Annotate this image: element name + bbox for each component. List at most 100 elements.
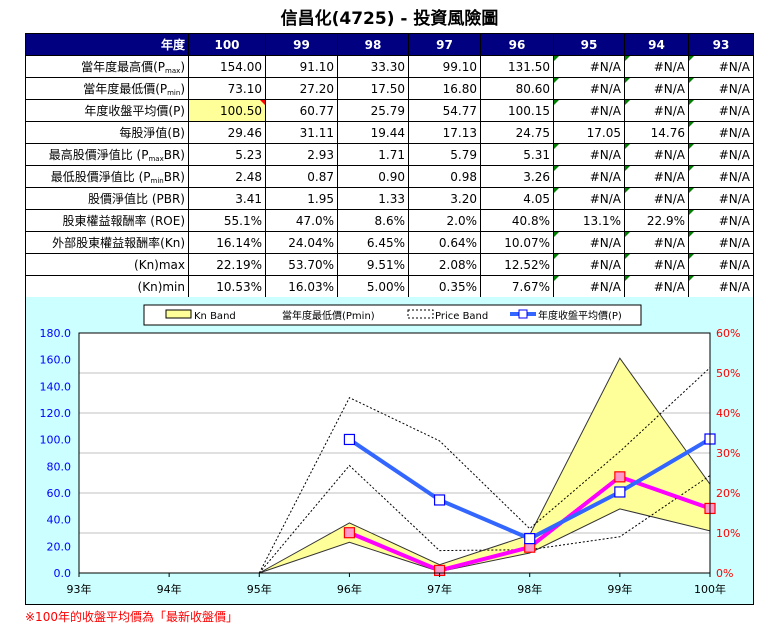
row-label-text: (Kn)min [137, 279, 185, 294]
footnote: ※100年的收盤平均價為「最新收盤價」 [25, 610, 238, 624]
data-point-p [433, 494, 446, 506]
table-cell: 154.00 [188, 55, 266, 78]
table-row: 股價淨值比 (PBR) 3.41 1.95 1.33 3.20 4.05 #N/A #N/A #… [25, 187, 754, 210]
row-label-text: (Kn)max [134, 257, 185, 272]
table-row: 最高股價淨值比 (PmaxBR) 5.23 2.93 1.71 5.79 5.31 #N/A… [25, 143, 754, 166]
table-cell: 25.79 [337, 99, 409, 122]
left-tick-label: 140.0 [40, 380, 72, 393]
table-cell: 17.13 [408, 121, 481, 144]
table-cell: 16.14% [188, 231, 266, 254]
legend-box [143, 304, 642, 326]
table-cell: 33.30 [337, 55, 409, 78]
table-row: (Kn)max 22.19% 53.70% 9.51% 2.08% 12.52% #N/A #… [25, 253, 754, 276]
right-tick-label: 40% [716, 407, 740, 420]
row-label: 年度收盤平均價(P) [25, 99, 189, 122]
row-label-text: 年度收盤平均價(P) [84, 104, 185, 118]
table-cell: 6.45% [337, 231, 409, 254]
header-year: 95 [553, 33, 625, 56]
left-tick-label: 40.0 [47, 514, 72, 527]
legend-label: 年度收盤平均價(P) [538, 309, 622, 322]
row-label-sub: min [150, 177, 164, 185]
x-tick-label: 98年 [517, 582, 542, 596]
table-cell: 40.8% [480, 209, 554, 232]
data-point-p [343, 433, 356, 446]
table-cell: #N/A [688, 143, 754, 166]
right-tick-label: 30% [716, 447, 740, 460]
row-label: (Kn)min [25, 275, 189, 298]
left-tick-label: 20.0 [47, 540, 72, 553]
table-cell: 29.46 [188, 121, 266, 144]
row-label-text: 當年度最高價(P [81, 60, 166, 74]
table-cell: 1.71 [337, 143, 409, 166]
table-cell: 10.07% [480, 231, 554, 254]
table-cell: 24.04% [265, 231, 338, 254]
table-cell: 54.77 [408, 99, 481, 122]
data-point-p [614, 486, 626, 498]
row-label: 最高股價淨值比 (PmaxBR) [25, 143, 189, 166]
table-cell: 27.20 [265, 77, 338, 100]
table-cell: #N/A [624, 55, 689, 78]
right-tick-label: 10% [716, 527, 740, 540]
row-label: 外部股東權益報酬率(Kn) [25, 231, 189, 254]
header-year: 94 [624, 33, 689, 56]
table-cell: 3.41 [188, 187, 266, 210]
page-title: 信昌化(4725) - 投資風險圖 [280, 9, 499, 29]
right-tick-label: 20% [716, 487, 740, 500]
table-cell: #N/A [624, 165, 689, 188]
row-label-text: 股東權益報酬率 (ROE) [62, 214, 185, 228]
table-cell: 0.64% [408, 231, 481, 254]
table-cell: #N/A [688, 187, 754, 210]
table-cell: #N/A [624, 253, 689, 276]
table-cell: #N/A [688, 165, 754, 188]
table-cell: 99.10 [408, 55, 481, 78]
table-cell: 47.0% [265, 209, 338, 232]
table-cell: 73.10 [188, 77, 266, 100]
legend-label: 當年度最低價(Pmin) [282, 309, 375, 322]
x-tick-label: 99年 [607, 582, 632, 596]
price-band-pmax [258, 367, 711, 574]
table-cell: 2.48 [188, 165, 266, 188]
table-cell: #N/A [688, 99, 754, 122]
table-cell: #N/A [624, 143, 689, 166]
row-label-text: 外部股東權益報酬率(Kn) [52, 236, 185, 250]
row-label-text: 股價淨值比 (PBR) [88, 192, 185, 206]
table-cell: #N/A [624, 99, 689, 122]
row-label-suffix: ) [180, 82, 185, 96]
table-cell: 5.23 [188, 143, 266, 166]
table-cell: 8.6% [337, 209, 409, 232]
table-cell: 17.50 [337, 77, 409, 100]
legend-label: Price Band [435, 311, 488, 322]
table-cell: 53.70% [265, 253, 338, 276]
table-cell: #N/A [624, 187, 689, 210]
table-cell: 5.79 [408, 143, 481, 166]
x-tick-label: 97年 [427, 582, 452, 596]
row-label-text: 最低股價淨值比 (P [50, 170, 151, 184]
table-cell: #N/A [624, 275, 689, 298]
header-year: 93 [688, 33, 754, 56]
row-label: 最低股價淨值比 (PminBR) [25, 165, 189, 188]
table-cell: 24.75 [480, 121, 554, 144]
table-cell: #N/A [553, 275, 625, 298]
risk-table: 年度 100 99 98 97 96 95 94 93 當年度最高價(Pmax) 154.00 91… [25, 33, 754, 298]
legend-p-marker [518, 309, 528, 319]
left-tick-label: 180.0 [40, 327, 72, 340]
table-cell: 7.67% [480, 275, 554, 298]
table-cell: 17.05 [553, 121, 625, 144]
x-tick-label: 95年 [247, 582, 272, 596]
table-cell: 22.9% [624, 209, 689, 232]
header-year-label: 年度 [25, 33, 189, 56]
table-cell: #N/A [624, 77, 689, 100]
table-row: 年度收盤平均價(P) 100.50 60.77 25.79 54.77 100.15 #N/… [25, 99, 754, 122]
table-row: 外部股東權益報酬率(Kn) 16.14% 24.04% 6.45% 0.64% 10.07… [25, 231, 754, 254]
table-cell: #N/A [624, 231, 689, 254]
row-label-sub: max [148, 155, 164, 163]
table-cell: #N/A [553, 55, 625, 78]
row-label-text: 最高股價淨值比 (P [48, 148, 149, 162]
data-point-kn [343, 527, 356, 539]
table-cell: #N/A [688, 275, 754, 298]
table-cell: #N/A [553, 187, 625, 210]
row-label-sub: max [165, 67, 181, 75]
data-point-kn [614, 471, 626, 483]
table-cell: 19.44 [337, 121, 409, 144]
table-cell: 0.98 [408, 165, 481, 188]
